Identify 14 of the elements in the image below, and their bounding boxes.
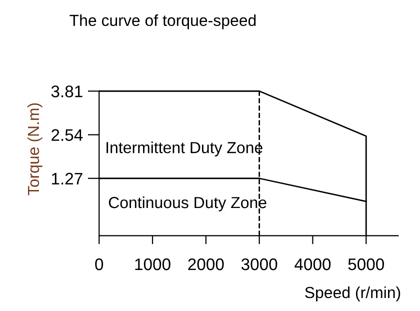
x-tick-label: 3000 <box>241 258 278 270</box>
x-tick-label: 0 <box>95 258 104 270</box>
x-axis-title: Speed (r/min) <box>305 286 400 302</box>
x-tick-label: 2000 <box>188 258 224 270</box>
annotation: Continuous Duty Zone <box>108 196 266 212</box>
chart-title: The curve of torque-speed <box>70 14 256 30</box>
annotation: Intermittent Duty Zone <box>106 142 262 156</box>
y-axis-title: Torque (N.m) <box>27 103 42 196</box>
x-tick-label: 5000 <box>348 258 384 270</box>
x-tick-label: 1000 <box>135 258 170 270</box>
y-tick-label: 3.81 <box>51 86 82 98</box>
y-tick-label: 1.27 <box>52 172 82 184</box>
x-tick-label: 4000 <box>294 258 331 270</box>
y-tick-label: 2.54 <box>52 129 83 141</box>
